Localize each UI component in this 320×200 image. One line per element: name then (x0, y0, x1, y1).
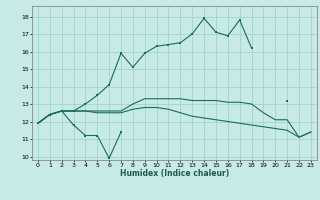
X-axis label: Humidex (Indice chaleur): Humidex (Indice chaleur) (120, 169, 229, 178)
